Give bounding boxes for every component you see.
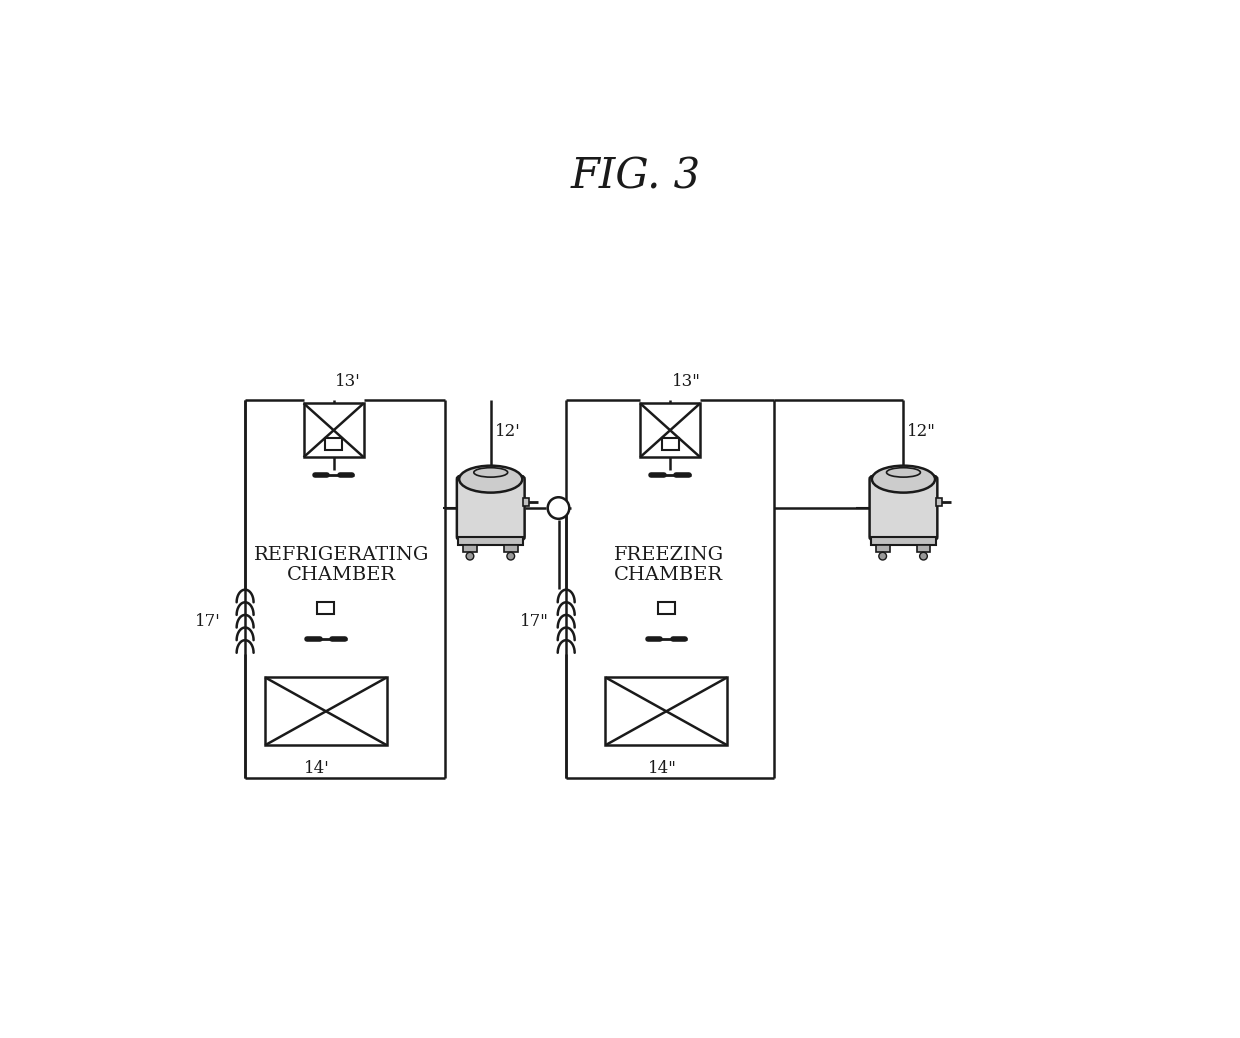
Bar: [503, 545, 517, 552]
Text: 17': 17': [195, 612, 221, 630]
Bar: [662, 438, 678, 450]
Bar: [325, 438, 342, 450]
Text: 14': 14': [304, 760, 330, 776]
Text: 13': 13': [335, 374, 361, 390]
Text: 13": 13": [672, 374, 701, 390]
Bar: [936, 498, 942, 507]
Bar: [640, 404, 701, 457]
Text: 12": 12": [908, 422, 936, 439]
Bar: [872, 537, 936, 545]
Ellipse shape: [459, 466, 522, 493]
Circle shape: [466, 552, 474, 559]
Text: FREEZING
CHAMBER: FREEZING CHAMBER: [614, 546, 724, 584]
Text: 17": 17": [521, 612, 549, 630]
Bar: [317, 602, 335, 614]
Bar: [916, 545, 930, 552]
Circle shape: [507, 552, 515, 559]
Text: 14": 14": [649, 760, 677, 776]
Bar: [605, 678, 727, 745]
Bar: [463, 545, 477, 552]
Bar: [265, 678, 387, 745]
Ellipse shape: [474, 468, 507, 477]
Ellipse shape: [872, 466, 935, 493]
Bar: [875, 545, 889, 552]
Ellipse shape: [887, 468, 920, 477]
Bar: [304, 404, 363, 457]
Circle shape: [920, 552, 928, 559]
Text: FIG. 3: FIG. 3: [570, 156, 701, 198]
FancyBboxPatch shape: [869, 476, 937, 540]
Circle shape: [548, 497, 569, 519]
Text: 12': 12': [495, 422, 521, 439]
Bar: [459, 537, 523, 545]
FancyBboxPatch shape: [456, 476, 525, 540]
Circle shape: [879, 552, 887, 559]
Bar: [523, 498, 529, 507]
Text: REFRIGERATING
CHAMBER: REFRIGERATING CHAMBER: [254, 546, 429, 584]
Bar: [658, 602, 675, 614]
